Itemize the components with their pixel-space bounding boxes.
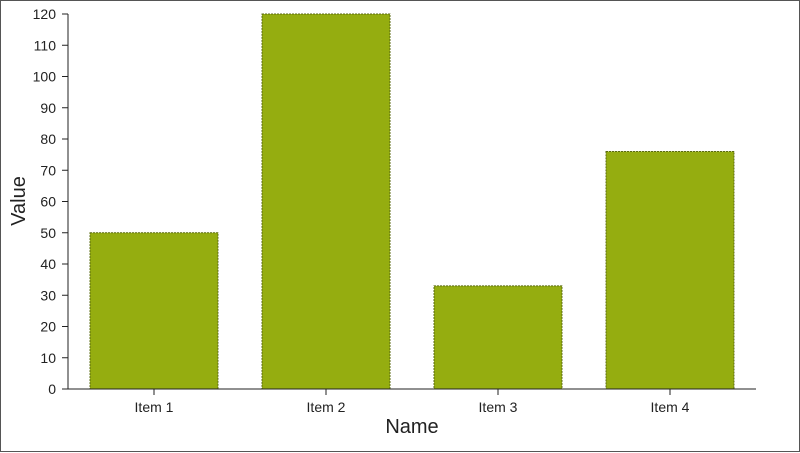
y-tick-label: 50 — [40, 225, 56, 241]
y-tick-label: 80 — [40, 131, 56, 147]
x-tick-label: Item 2 — [307, 399, 346, 415]
bar-2 — [261, 13, 391, 390]
y-axis: 0 10 20 30 40 50 60 70 80 90 100 110 120 — [33, 6, 69, 397]
bar-3 — [433, 285, 563, 390]
y-tick-label: 10 — [40, 350, 56, 366]
y-axis-title: Value — [8, 176, 30, 226]
y-tick-label: 20 — [40, 319, 56, 335]
y-tick-label: 40 — [40, 256, 56, 272]
x-axis-title: Name — [385, 416, 438, 438]
x-tick-label: Item 1 — [135, 399, 174, 415]
x-tick-label: Item 3 — [479, 399, 518, 415]
x-axis: Item 1 Item 2 Item 3 Item 4 — [68, 388, 756, 415]
x-tick-label: Item 4 — [651, 399, 690, 415]
y-tick-label: 100 — [33, 69, 57, 85]
y-tick-label: 30 — [40, 287, 56, 303]
y-tick-label: 120 — [33, 6, 57, 22]
y-tick-label: 60 — [40, 194, 56, 210]
bar-4 — [605, 151, 735, 390]
y-tick-label: 0 — [48, 381, 56, 397]
y-tick-label: 90 — [40, 100, 56, 116]
y-tick-label: 70 — [40, 162, 56, 178]
bar-1 — [89, 232, 219, 390]
y-tick-label: 110 — [34, 37, 57, 53]
bars-group — [89, 13, 735, 390]
